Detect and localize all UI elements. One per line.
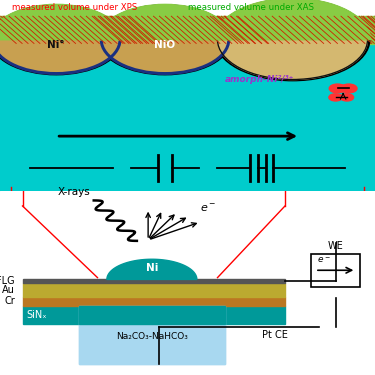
Text: Cr: Cr	[4, 297, 15, 306]
Wedge shape	[0, 4, 123, 40]
Text: X-rays: X-rays	[57, 187, 90, 197]
Bar	[79, 324, 225, 364]
Bar	[311, 254, 360, 287]
Bar	[79, 306, 225, 324]
Circle shape	[99, 5, 231, 75]
Bar	[22, 283, 285, 297]
Polygon shape	[107, 259, 197, 279]
Circle shape	[340, 84, 357, 93]
Text: Ni: Ni	[146, 263, 158, 273]
Wedge shape	[98, 4, 232, 40]
Circle shape	[0, 6, 120, 74]
Circle shape	[0, 5, 122, 75]
Text: FLG: FLG	[0, 276, 15, 286]
Text: WE: WE	[328, 242, 344, 251]
Bar	[22, 279, 285, 283]
Circle shape	[340, 94, 354, 101]
Circle shape	[101, 6, 229, 74]
Bar	[0, 16, 375, 44]
Text: Pt CE: Pt CE	[262, 330, 288, 340]
Text: NiO: NiO	[154, 40, 176, 50]
Text: Ni°: Ni°	[48, 40, 65, 50]
Bar	[0, 24, 375, 199]
Text: Na₂CO₃-NaHCO₃: Na₂CO₃-NaHCO₃	[116, 332, 188, 341]
Bar	[0, 0, 375, 24]
Text: Au: Au	[2, 285, 15, 295]
Text: SiNₓ: SiNₓ	[26, 310, 47, 320]
Text: amorph-Ni²/³⁺: amorph-Ni²/³⁺	[225, 75, 294, 84]
Bar	[22, 297, 285, 306]
Bar	[79, 306, 225, 364]
Text: measured volume under XPS: measured volume under XPS	[12, 3, 138, 12]
Circle shape	[329, 84, 346, 93]
Wedge shape	[214, 0, 370, 40]
Text: measured volume under XAS: measured volume under XAS	[188, 3, 314, 12]
Circle shape	[217, 0, 368, 80]
Text: $e^-$: $e^-$	[317, 255, 331, 265]
Text: $e^-$: $e^-$	[200, 203, 216, 214]
Circle shape	[329, 94, 342, 101]
Circle shape	[215, 0, 370, 81]
Bar	[22, 306, 285, 324]
